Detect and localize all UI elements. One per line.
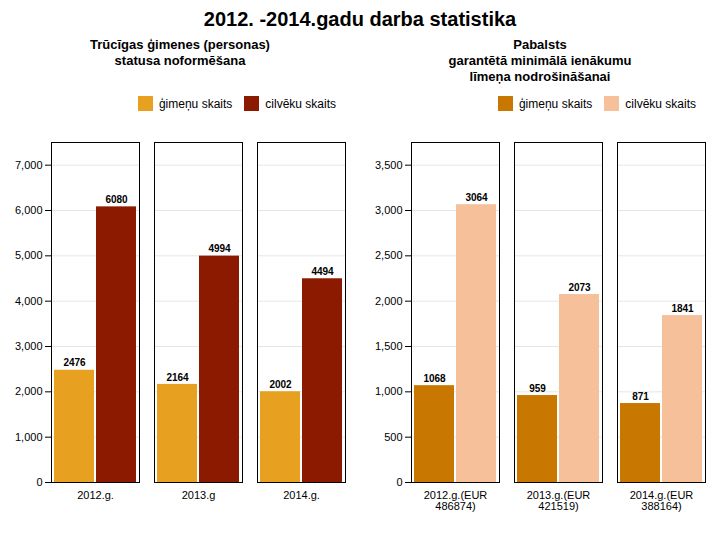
html-text:2012. -2014.gadu darba statist: 2012. -2014.gadu darba statistika (203, 8, 517, 30)
svg-text:5,000: 5,000 (15, 249, 43, 261)
svg-text:6080: 6080 (105, 194, 128, 205)
svg-text:3,000: 3,000 (15, 340, 43, 352)
svg-text:1,500: 1,500 (375, 340, 403, 352)
svg-text:2476: 2476 (63, 357, 86, 368)
html-text:Trūcīgas ģimenes (personas) st: Trūcīgas ģimenes (personas) statusa nofo… (90, 37, 270, 68)
html-text:ģimeņu skaits: ģimeņu skaits (158, 96, 233, 111)
svg-text:0: 0 (36, 476, 42, 488)
svg-text:2014.g.(EUR388164): 2014.g.(EUR388164) (630, 489, 694, 512)
svg-text:959: 959 (529, 383, 546, 394)
svg-text:500: 500 (384, 431, 402, 443)
svg-text:2012.g.: 2012.g. (77, 489, 114, 501)
svg-text:4494: 4494 (311, 266, 334, 277)
html-text:ģimeņu skaits: ģimeņu skaits (518, 96, 593, 111)
svg-text:1,000: 1,000 (375, 385, 403, 397)
svg-text:2,000: 2,000 (15, 385, 43, 397)
svg-text:1068: 1068 (423, 373, 446, 384)
svg-text:2,000: 2,000 (375, 295, 403, 307)
svg-text:4994: 4994 (208, 243, 231, 254)
svg-text:1841: 1841 (671, 303, 694, 314)
svg-text:871: 871 (632, 391, 649, 402)
svg-text:2013.g: 2013.g (182, 489, 216, 501)
svg-text:3,500: 3,500 (375, 159, 403, 171)
html-text:cilvēku skaits: cilvēku skaits (265, 96, 336, 111)
svg-text:2013.g.(EUR421519): 2013.g.(EUR421519) (527, 489, 591, 512)
html-text:Pabalsts garantētā minimālā ie: Pabalsts garantētā minimālā ienākumu līm… (448, 37, 632, 84)
svg-text:0: 0 (396, 476, 402, 488)
html-text:cilvēku skaits: cilvēku skaits (625, 96, 696, 111)
svg-text:2002: 2002 (269, 379, 292, 390)
svg-text:3,000: 3,000 (375, 204, 403, 216)
svg-text:2164: 2164 (166, 372, 189, 383)
svg-text:4,000: 4,000 (15, 295, 43, 307)
svg-text:7,000: 7,000 (15, 159, 43, 171)
svg-text:1,000: 1,000 (15, 431, 43, 443)
svg-text:2,500: 2,500 (375, 249, 403, 261)
svg-text:6,000: 6,000 (15, 204, 43, 216)
svg-text:2073: 2073 (568, 282, 591, 293)
svg-text:2012.g.(EUR486874): 2012.g.(EUR486874) (424, 489, 488, 512)
svg-text:3064: 3064 (465, 192, 488, 203)
svg-text:2014.g.: 2014.g. (283, 489, 320, 501)
